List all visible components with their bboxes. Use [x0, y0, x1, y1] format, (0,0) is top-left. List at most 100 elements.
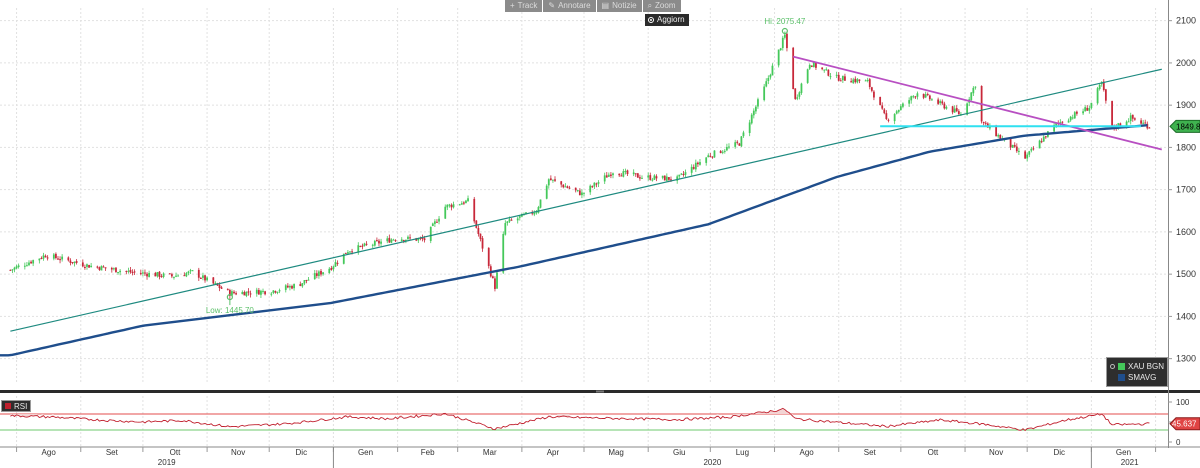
candle-body — [734, 142, 737, 147]
candle-body — [59, 259, 61, 261]
candle-body — [841, 75, 844, 81]
legend-item-smavg[interactable]: SMAVG — [1110, 372, 1167, 383]
candle-body — [995, 126, 998, 137]
candle-body — [286, 285, 289, 288]
x-month-label: Dic — [1053, 448, 1065, 457]
candle-body — [272, 290, 275, 293]
legend-swatch-xau — [1118, 363, 1125, 370]
candle-body — [593, 182, 596, 187]
candle-body — [955, 108, 958, 112]
candle-body — [705, 157, 708, 163]
candle-body — [458, 204, 461, 206]
rsi-last-tag — [1169, 417, 1200, 431]
candle-body — [549, 178, 552, 181]
candle-body — [380, 241, 382, 244]
candle-body — [916, 93, 919, 97]
candle-body — [893, 114, 896, 122]
candle-body — [798, 92, 801, 97]
candle-body — [728, 146, 730, 148]
update-button[interactable]: Aggiorn — [645, 14, 689, 26]
candle-body — [655, 176, 658, 179]
sma-line — [0, 124, 1148, 357]
candle-body — [38, 258, 41, 261]
candle-body — [322, 272, 324, 275]
candle-body — [589, 185, 592, 193]
candle-body — [17, 265, 20, 267]
candle-body — [612, 173, 614, 176]
candle-body — [690, 166, 693, 173]
candle-body — [653, 175, 656, 180]
candle-body — [1044, 136, 1047, 138]
candle-body — [1055, 122, 1058, 126]
candle-body — [307, 279, 310, 281]
candle-body — [228, 289, 231, 296]
candle-body — [957, 111, 960, 115]
candle-body — [158, 271, 161, 277]
candle-body — [187, 271, 190, 274]
candle-body — [88, 265, 90, 268]
candle-body — [974, 86, 977, 88]
candle-body — [605, 175, 608, 178]
candle-body — [467, 198, 469, 202]
candle-body — [1059, 122, 1062, 124]
candle-body — [694, 162, 697, 170]
candle-body — [177, 275, 179, 277]
candle-body — [299, 284, 302, 286]
rsi-legend[interactable]: RSI — [1, 400, 32, 412]
candle-body — [823, 69, 826, 71]
candle-body — [133, 271, 136, 273]
price-panel — [0, 0, 1200, 390]
candle-body — [607, 174, 610, 177]
candle-body — [1067, 120, 1070, 123]
candle-body — [1131, 114, 1134, 119]
candle-body — [67, 257, 70, 261]
candle-body — [883, 109, 886, 114]
candle-body — [1071, 117, 1074, 119]
candle-body — [231, 291, 233, 296]
candle-body — [533, 212, 536, 215]
candle-body — [431, 223, 434, 226]
candle-body — [866, 79, 869, 81]
candle-body — [23, 265, 26, 267]
candle-body — [144, 272, 146, 274]
chart-legend[interactable]: XAU BGN SMAVG — [1106, 357, 1168, 387]
candle-body — [1028, 151, 1031, 155]
candle-body — [57, 258, 59, 260]
candle-body — [148, 273, 151, 277]
candle-body — [719, 151, 722, 154]
track-button[interactable]: + Track — [505, 0, 543, 12]
rsi-overbought-fill — [410, 414, 413, 417]
legend-item-xau[interactable]: XAU BGN — [1110, 361, 1167, 372]
candle-body — [376, 240, 378, 242]
candle-body — [610, 174, 612, 176]
candle-body — [639, 177, 641, 179]
candle-body — [1127, 121, 1130, 123]
candle-body — [214, 283, 217, 285]
news-button[interactable]: ▤ Notizie — [596, 0, 642, 12]
candle-body — [465, 200, 467, 204]
candle-body — [707, 155, 710, 158]
candle-body — [502, 234, 505, 273]
y-tick-label: 1300 — [1176, 354, 1196, 364]
candle-body — [622, 171, 625, 177]
candle-body — [81, 262, 84, 267]
zoom-button[interactable]: ⌕ Zoom — [642, 0, 681, 12]
annotate-button[interactable]: ✎ Annotare — [543, 0, 596, 12]
candle-body — [69, 260, 72, 263]
candle-body — [554, 179, 556, 181]
candle-body — [436, 221, 438, 223]
candle-body — [390, 239, 393, 243]
candle-body — [55, 253, 57, 259]
candle-body — [943, 103, 946, 109]
candle-body — [736, 141, 739, 143]
candle-body — [806, 69, 809, 83]
x-month-label: Mar — [483, 448, 497, 457]
candle-body — [417, 238, 420, 241]
rsi-overbought-fill — [716, 414, 719, 417]
candle-body — [895, 111, 898, 114]
candle-body — [359, 245, 362, 247]
candle-body — [641, 177, 643, 179]
panel-resize-handle — [596, 390, 604, 393]
candle-body — [552, 179, 554, 181]
candle-body — [450, 204, 453, 208]
